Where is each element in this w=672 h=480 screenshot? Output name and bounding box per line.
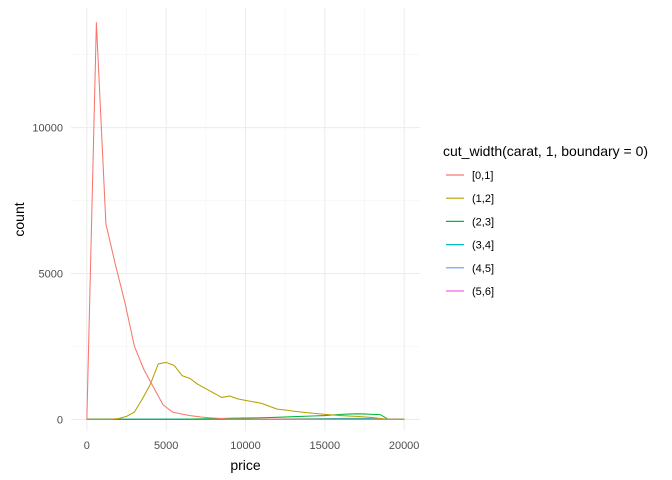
legend-title: cut_width(carat, 1, boundary = 0)	[443, 143, 648, 159]
legend: cut_width(carat, 1, boundary = 0) [0,1] (…	[443, 143, 648, 298]
x-axis-title: price	[230, 457, 261, 473]
x-tick-label: 5000	[154, 440, 178, 452]
legend-label: [0,1]	[472, 170, 493, 182]
y-axis-title: count	[11, 202, 27, 236]
y-tick-label: 10000	[32, 123, 63, 135]
legend-label: (4,5]	[472, 263, 494, 275]
series-line	[86, 361, 405, 420]
x-tick-label: 10000	[230, 440, 261, 452]
series-lines	[86, 22, 405, 420]
series-line	[86, 22, 405, 420]
grid	[71, 8, 420, 431]
legend-label: (5,6]	[472, 286, 494, 298]
legend-label: (1,2]	[472, 193, 494, 205]
tick-labels: 0 5000 10000 15000 20000 0 5000 10000	[32, 123, 419, 452]
y-tick-label: 5000	[39, 268, 63, 280]
x-tick-label: 15000	[310, 440, 341, 452]
x-tick-label: 20000	[389, 440, 420, 452]
x-tick-label: 0	[84, 440, 90, 452]
legend-label: (2,3]	[472, 216, 494, 228]
legend-label: (3,4]	[472, 240, 494, 252]
series-line	[86, 413, 405, 420]
y-tick-label: 0	[57, 414, 63, 426]
